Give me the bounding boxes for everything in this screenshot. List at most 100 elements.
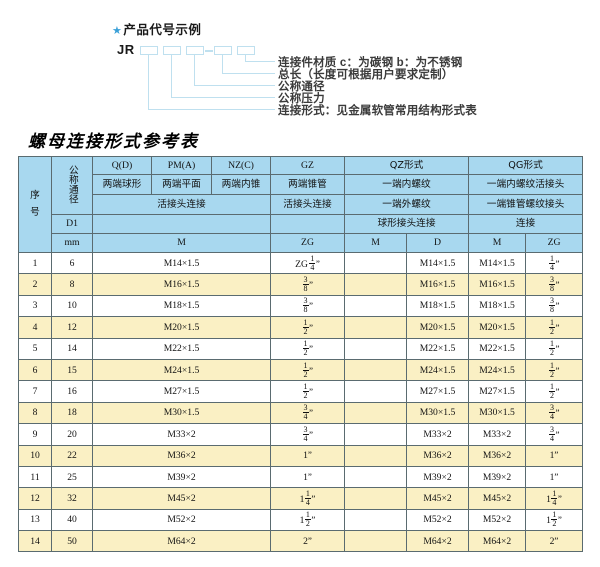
leader-line-pressure-h	[171, 97, 275, 99]
cell-gz-inch: 1 1 2”	[270, 508, 345, 532]
cell-qz-m	[344, 337, 407, 360]
annotation-material: 连接件材质 c：为碳钢 b：为不锈钢	[278, 57, 463, 69]
cell-qz-d: M27×1.5	[405, 380, 470, 403]
header-thread-m-left: M	[92, 233, 271, 253]
cell-qg-zg-inch: 1”	[525, 444, 584, 467]
cell-qz-m	[344, 444, 407, 467]
header-row-end-forms: 两端球形 两端平面 两端内锥 两端锥管 一端内螺纹 一端内螺纹活接头	[19, 174, 584, 195]
cell-qz-m	[344, 273, 407, 296]
header-thread-d-qz: D	[405, 233, 470, 253]
code-box-1	[140, 46, 158, 55]
cell-qg-m: M22×1.5	[468, 337, 527, 360]
code-box-3	[186, 46, 204, 55]
cell-qz-d: M33×2	[405, 423, 470, 446]
cell-qg-zg-inch: 2”	[525, 530, 584, 553]
header-connection2-qz: 球形接头连接	[343, 214, 470, 234]
header-group-code-qz: QZ形式	[343, 156, 470, 175]
cell-qg-m: M52×2	[468, 508, 527, 532]
cell-gz-inch: 1 1 4”	[270, 487, 345, 510]
header-end-form-qd: 两端球形	[92, 174, 152, 195]
cell-thread-m: M27×1.5	[92, 380, 271, 403]
leader-line-length-h	[222, 73, 275, 75]
cell-thread-m: M18×1.5	[92, 294, 271, 318]
cell-seq: 9	[18, 423, 52, 446]
cell-qz-m	[344, 294, 407, 318]
header-end-form-qz: 一端内螺纹	[343, 174, 470, 195]
page-title: 螺母连接形式参考表	[28, 132, 199, 151]
header-end-form-qg: 一端内螺纹活接头	[468, 174, 584, 195]
star-icon: ★	[112, 25, 123, 37]
cell-seq: 11	[18, 465, 52, 489]
cell-seq: 7	[18, 380, 52, 403]
cell-thread-m: M14×1.5	[92, 251, 271, 275]
cell-gz-inch: 3 8”	[270, 273, 345, 296]
header-group-code-qg: QG形式	[468, 156, 584, 175]
table-row: 11 25 M39×2 1” M39×2 M39×2 1”	[18, 465, 584, 489]
cell-gz-inch: 1”	[270, 444, 345, 467]
table-row: 3 10 M18×1.5 3 8” M18×1.5 M18×1.5 3 8”	[18, 294, 584, 318]
cell-gz-inch: 1”	[270, 465, 345, 489]
cell-thread-m: M39×2	[92, 465, 271, 489]
cell-qz-m	[344, 358, 407, 382]
cell-qz-d: M24×1.5	[405, 358, 470, 382]
header-row-connection-2: D1 球形接头连接 连接	[19, 214, 584, 234]
cell-qz-d: M20×1.5	[405, 316, 470, 339]
leader-line-length-v	[222, 55, 224, 74]
cell-qz-d: M52×2	[405, 508, 470, 532]
cell-thread-m: M36×2	[92, 444, 271, 467]
cell-gz-inch: 3 4”	[270, 401, 345, 425]
cell-bore: 14	[51, 337, 93, 360]
cell-qg-zg-inch: 1 1 4”	[525, 487, 584, 510]
table-row: 7 16 M27×1.5 1 2” M27×1.5 M27×1.5 1 2”	[18, 380, 584, 403]
header-bore-label: 公称通径	[51, 156, 93, 215]
cell-qg-zg-inch: 3 8”	[525, 273, 584, 296]
cell-qg-m: M64×2	[468, 530, 527, 553]
cell-seq: 14	[18, 530, 52, 553]
cell-gz-inch: 1 2”	[270, 380, 345, 403]
cell-gz-inch: 3 8”	[270, 294, 345, 318]
cell-qz-m	[344, 423, 407, 446]
header-group-code-gz: GZ	[270, 156, 345, 175]
cell-gz-inch: 2”	[270, 530, 345, 553]
cell-qg-zg-inch: 1 2”	[525, 380, 584, 403]
header-connection-gz: 活接头连接	[270, 194, 345, 215]
header-thread-m-qg: M	[468, 233, 527, 253]
header-seq-char-1: 序	[30, 190, 40, 202]
cell-bore: 6	[51, 251, 93, 275]
cell-bore: 18	[51, 401, 93, 425]
cell-qz-d: M16×1.5	[405, 273, 470, 296]
product-code-prefix: JR	[117, 42, 135, 57]
header-connection-blank-gz	[270, 214, 345, 234]
leader-line-bore-h	[194, 85, 275, 87]
cell-seq: 2	[18, 273, 52, 296]
cell-bore: 40	[51, 508, 93, 532]
cell-qz-m	[344, 508, 407, 532]
header-end-form-gz: 两端锥管	[270, 174, 345, 195]
header-end-form-nzc: 两端内锥	[211, 174, 271, 195]
cell-qg-zg-inch: 1 1 2”	[525, 508, 584, 532]
table-row: 8 18 M30×1.5 3 4” M30×1.5 M30×1.5 3 4”	[18, 401, 584, 425]
header-group-code-qd: Q(D)	[92, 156, 152, 175]
cell-seq: 4	[18, 316, 52, 339]
cell-qz-d: M14×1.5	[405, 251, 470, 275]
cell-qg-zg-inch: 3 4”	[525, 401, 584, 425]
header-connection-qg: 一端锥管螺纹接头	[468, 194, 584, 215]
cell-gz-inch: 1 2”	[270, 358, 345, 382]
cell-bore: 15	[51, 358, 93, 382]
cell-qg-m: M27×1.5	[468, 380, 527, 403]
cell-bore: 50	[51, 530, 93, 553]
cell-seq: 13	[18, 508, 52, 532]
cell-seq: 1	[18, 251, 52, 275]
header-row-group-codes: 序 号 公称通径 Q(D) PM(A) NZ(C) GZ QZ形式 QG形式	[18, 156, 584, 253]
cell-qg-m: M33×2	[468, 423, 527, 446]
cell-thread-m: M20×1.5	[92, 316, 271, 339]
code-separator-dash	[205, 50, 213, 52]
header-bore-d1: D1	[51, 214, 93, 234]
cell-qz-d: M36×2	[405, 444, 470, 467]
table-row: 1 6 M14×1.5 ZG 1 4” M14×1.5 M14×1.5 1 4”	[18, 251, 584, 275]
cell-qz-d: M30×1.5	[405, 401, 470, 425]
cell-thread-m: M45×2	[92, 487, 271, 510]
cell-qg-zg-inch: 1”	[525, 465, 584, 489]
cell-gz-inch: 1 2”	[270, 316, 345, 339]
cell-qg-m: M18×1.5	[468, 294, 527, 318]
